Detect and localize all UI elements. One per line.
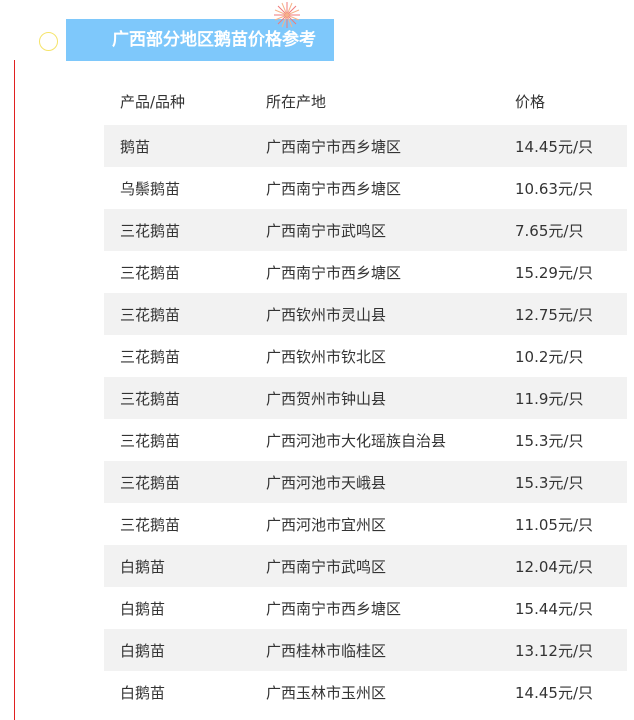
cell-origin: 广西南宁市西乡塘区	[266, 179, 402, 198]
cell-origin: 广西河池市大化瑶族自治县	[266, 431, 447, 450]
cell-price: 14.45元/只	[515, 125, 627, 167]
table-row: 三花鹅苗 广西南宁市武鸣区 7.65元/只	[104, 209, 627, 251]
cell-origin: 广西河池市天峨县	[266, 461, 515, 503]
cell-product: 三花鹅苗	[120, 263, 181, 282]
table-row: 鹅苗 广西南宁市西乡塘区 14.45元/只	[104, 125, 627, 167]
table-header: 产品/品种 所在产地 价格	[104, 78, 627, 125]
cell-price: 13.12元/只	[515, 629, 627, 671]
table-row: 三花鹅苗 广西河池市宜州区 11.05元/只	[104, 503, 627, 545]
cell-price: 11.9元/只	[515, 377, 627, 419]
cell-price: 10.63元/只	[515, 179, 593, 198]
table-row: 白鹅苗 广西南宁市武鸣区 12.04元/只	[104, 545, 627, 587]
cell-product: 三花鹅苗	[120, 347, 181, 366]
cell-product: 三花鹅苗	[104, 377, 266, 419]
cell-price: 15.29元/只	[515, 263, 593, 282]
cell-price: 7.65元/只	[515, 209, 627, 251]
cell-product: 白鹅苗	[120, 683, 166, 702]
table-row: 白鹅苗 广西玉林市玉州区 14.45元/只	[104, 671, 627, 713]
section-title: 广西部分地区鹅苗价格参考	[66, 19, 334, 61]
table-row: 白鹅苗 广西南宁市西乡塘区 15.44元/只	[104, 587, 627, 629]
cell-price: 10.2元/只	[515, 347, 584, 366]
cell-price: 15.3元/只	[515, 431, 584, 450]
cell-price: 15.44元/只	[515, 599, 593, 618]
cell-price: 11.05元/只	[515, 515, 593, 534]
table-row: 三花鹅苗 广西南宁市西乡塘区 15.29元/只	[104, 251, 627, 293]
col-product: 产品/品种	[120, 93, 186, 111]
cell-product: 乌鬃鹅苗	[120, 179, 181, 198]
col-price: 价格	[515, 93, 546, 111]
cell-origin: 广西河池市宜州区	[266, 515, 387, 534]
cell-origin: 广西贺州市钟山县	[266, 377, 515, 419]
cell-product: 三花鹅苗	[104, 293, 266, 335]
table-row: 三花鹅苗 广西河池市天峨县 15.3元/只	[104, 461, 627, 503]
cell-price: 15.3元/只	[515, 461, 627, 503]
table-row: 三花鹅苗 广西贺州市钟山县 11.9元/只	[104, 377, 627, 419]
cell-origin: 广西玉林市玉州区	[266, 683, 387, 702]
cell-origin: 广西桂林市临桂区	[266, 629, 515, 671]
cell-price: 14.45元/只	[515, 683, 593, 702]
decorative-line	[14, 60, 15, 720]
cell-price: 12.75元/只	[515, 293, 627, 335]
circle-icon	[39, 32, 58, 51]
table-row: 乌鬃鹅苗 广西南宁市西乡塘区 10.63元/只	[104, 167, 627, 209]
cell-product: 鹅苗	[104, 125, 266, 167]
cell-origin: 广西南宁市西乡塘区	[266, 263, 402, 282]
cell-price: 12.04元/只	[515, 545, 627, 587]
table-row: 三花鹅苗 广西河池市大化瑶族自治县 15.3元/只	[104, 419, 627, 461]
col-origin: 所在产地	[266, 93, 327, 111]
cell-origin: 广西南宁市武鸣区	[266, 545, 515, 587]
cell-origin: 广西南宁市西乡塘区	[266, 125, 515, 167]
cell-product: 三花鹅苗	[104, 461, 266, 503]
cell-origin: 广西钦州市钦北区	[266, 347, 387, 366]
cell-product: 三花鹅苗	[120, 515, 181, 534]
cell-product: 白鹅苗	[104, 629, 266, 671]
cell-product: 白鹅苗	[120, 599, 166, 618]
table-row: 白鹅苗 广西桂林市临桂区 13.12元/只	[104, 629, 627, 671]
table-row: 三花鹅苗 广西钦州市灵山县 12.75元/只	[104, 293, 627, 335]
table-row: 三花鹅苗 广西钦州市钦北区 10.2元/只	[104, 335, 627, 377]
cell-product: 三花鹅苗	[120, 431, 181, 450]
price-table: 产品/品种 所在产地 价格 鹅苗 广西南宁市西乡塘区 14.45元/只 乌鬃鹅苗 广西南…	[104, 78, 627, 713]
cell-product: 三花鹅苗	[104, 209, 266, 251]
cell-origin: 广西南宁市西乡塘区	[266, 599, 402, 618]
cell-origin: 广西钦州市灵山县	[266, 293, 515, 335]
cell-origin: 广西南宁市武鸣区	[266, 209, 515, 251]
cell-product: 白鹅苗	[104, 545, 266, 587]
firework-icon	[274, 2, 300, 28]
